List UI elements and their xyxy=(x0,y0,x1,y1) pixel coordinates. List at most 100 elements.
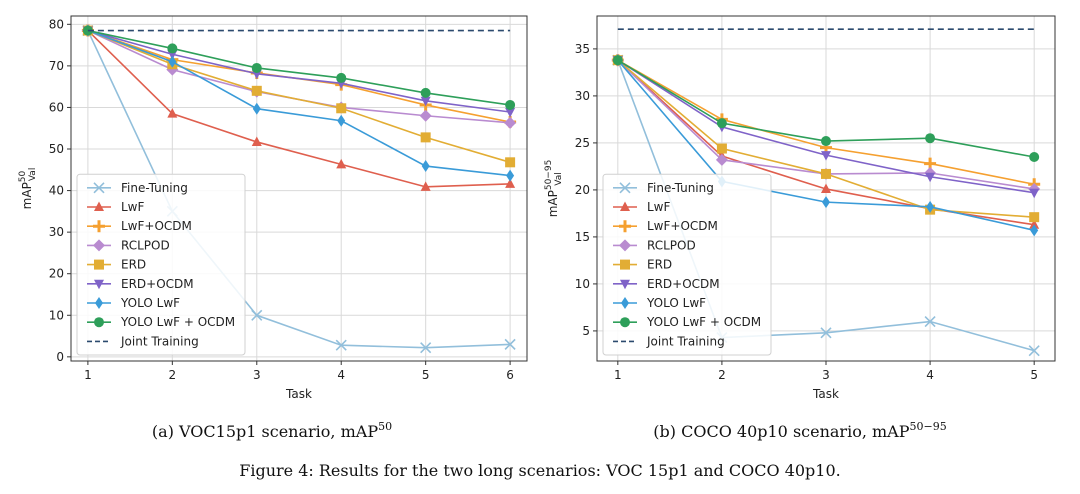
data-point xyxy=(925,172,936,183)
chart-voc15p1: 0 10 20 30 40 50 60 70 80 1 2 3 4 5 6 Task mAP50Val Fine-… xyxy=(18,15,528,401)
series-line xyxy=(87,29,511,164)
legend-label-erd-ocdm: ERD+OCDM xyxy=(121,277,194,291)
data-point xyxy=(420,96,431,107)
x-axis-label: Task xyxy=(812,387,839,401)
legend-label-yolo-lwf: YOLO LwF xyxy=(120,296,180,310)
data-point xyxy=(925,133,936,144)
series-yolo-lwf xyxy=(613,54,1039,237)
legend-marker-fine-tuning xyxy=(619,182,631,194)
y-tick-label: 10 xyxy=(49,308,64,322)
x-tick-label: 3 xyxy=(822,368,830,382)
y-axis-label: mAP50−95Val xyxy=(544,160,564,218)
data-point xyxy=(336,72,347,83)
axes-frame xyxy=(70,15,528,362)
legend-label-lwf-ocdm: LwF+OCDM xyxy=(121,219,192,233)
data-point xyxy=(821,183,831,193)
y-axis-label: mAP50Val xyxy=(18,168,38,210)
x-tick-label: 2 xyxy=(718,368,726,382)
legend-label-rclpod: RCLPOD xyxy=(647,238,696,252)
legend-marker-erd xyxy=(620,259,630,270)
data-point xyxy=(715,153,728,166)
legend-marker-lwf-ocdm xyxy=(619,220,631,233)
legend-label-fine-tuning: Fine-Tuning xyxy=(647,181,714,195)
legend-marker-lwf xyxy=(620,201,630,211)
series-line xyxy=(87,29,511,177)
data-point xyxy=(167,108,178,118)
y-tick-label: 20 xyxy=(49,267,64,281)
legend-label-lwf: LwF xyxy=(647,200,671,214)
data-point xyxy=(335,339,347,351)
series-line xyxy=(87,29,511,106)
chart-coco40p10: 5 10 15 20 25 30 35 1 2 3 4 5 Task mAP50−95Val Fine-Tu… xyxy=(544,15,1056,401)
legend: Fine-Tuning LwF LwF+OCDM RCLPOD ERD ERD+OCDM Y… xyxy=(76,173,246,356)
legend: Fine-Tuning LwF LwF+OCDM RCLPOD ERD ERD+OCDM Y… xyxy=(602,173,772,356)
x-tick-label: 2 xyxy=(169,368,177,382)
data-point xyxy=(337,114,346,127)
data-point xyxy=(716,143,727,154)
legend-marker-lwf xyxy=(94,201,104,211)
legend-marker-erd-ocdm xyxy=(94,279,104,290)
y-tick-label: 70 xyxy=(49,59,64,73)
series-yolo-lwf xyxy=(83,24,515,182)
legend-marker-yolo-lwf-ocdm xyxy=(94,317,104,328)
legend-marker-rclpod xyxy=(619,239,631,252)
data-point xyxy=(336,103,347,114)
data-point xyxy=(1029,152,1040,163)
data-point xyxy=(168,55,177,68)
data-point xyxy=(612,55,623,66)
data-point xyxy=(504,116,517,129)
subcaption-b: (b) COCO 40p10 scenario, mAP50−95 xyxy=(653,420,946,441)
legend-marker-erd-ocdm xyxy=(620,279,630,290)
legend-label-rclpod: RCLPOD xyxy=(121,238,170,252)
legend-label-yolo-lwf-ocdm: YOLO LwF + OCDM xyxy=(120,315,235,329)
y-tick-label: 30 xyxy=(575,89,590,103)
y-tick-label: 20 xyxy=(575,183,590,197)
x-tick-label: 4 xyxy=(926,368,934,382)
legend-label-joint-training: Joint Training xyxy=(120,334,199,348)
figure-caption: Figure 4: Results for the two long scena… xyxy=(239,461,840,480)
legend-marker-fine-tuning xyxy=(93,182,105,194)
y-tick-label: 50 xyxy=(49,142,64,156)
data-point xyxy=(420,342,432,354)
data-point xyxy=(420,132,431,143)
x-tick-label: 6 xyxy=(506,368,514,382)
data-point xyxy=(821,168,831,179)
data-point xyxy=(420,87,431,98)
data-point xyxy=(505,157,516,168)
data-point xyxy=(1029,219,1040,229)
legend-label-erd: ERD xyxy=(121,258,146,272)
x-tick-label: 5 xyxy=(422,368,430,382)
legend-marker-yolo-lwf-ocdm xyxy=(620,317,630,328)
data-point xyxy=(252,102,261,115)
legend-label-fine-tuning: Fine-Tuning xyxy=(121,181,188,195)
data-point xyxy=(716,118,727,129)
data-point xyxy=(821,151,831,161)
data-point xyxy=(1029,188,1040,199)
legend-marker-rclpod xyxy=(93,239,105,252)
legend-label-joint-training: Joint Training xyxy=(646,334,725,348)
y-tick-label: 0 xyxy=(56,350,64,364)
subcaption-a: (a) VOC15p1 scenario, mAP50 xyxy=(152,420,392,441)
legend-label-yolo-lwf: YOLO LwF xyxy=(646,296,706,310)
data-point xyxy=(336,158,347,169)
legend-label-lwf: LwF xyxy=(121,200,145,214)
legend-box xyxy=(602,173,772,356)
y-tick-label: 30 xyxy=(49,225,64,239)
legend-label-erd-ocdm: ERD+OCDM xyxy=(647,277,720,291)
data-point xyxy=(505,178,516,188)
y-tick-label: 15 xyxy=(575,230,590,244)
data-point xyxy=(505,108,516,118)
data-point xyxy=(1030,224,1039,237)
data-point xyxy=(821,136,831,147)
y-tick-label: 60 xyxy=(49,100,64,114)
data-point xyxy=(251,85,262,96)
legend-label-yolo-lwf-ocdm: YOLO LwF + OCDM xyxy=(646,315,761,329)
x-axis-label: Task xyxy=(285,387,312,401)
data-point xyxy=(420,181,431,191)
x-tick-label: 5 xyxy=(1030,368,1038,382)
x-tick-label: 3 xyxy=(253,368,261,382)
y-tick-label: 80 xyxy=(49,17,64,31)
y-tick-label: 5 xyxy=(582,324,590,338)
series-line xyxy=(87,29,511,188)
legend-marker-lwf-ocdm xyxy=(93,220,105,233)
